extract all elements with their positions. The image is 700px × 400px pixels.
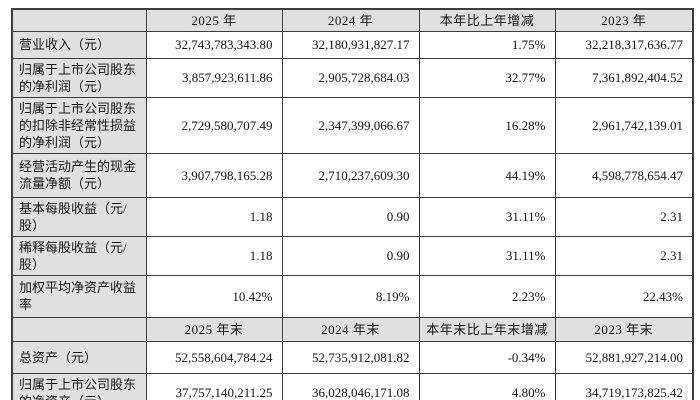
value-cell-change: 4.80% [418,372,556,400]
value-cell-change: 44.19% [418,152,556,198]
value-cell-2024: 2,905,728,684.03 [281,57,420,98]
value-cell-2023: 22.43% [554,274,694,318]
value-cell-2023: 7,361,892,404.52 [554,57,694,98]
value-cell-2023: 2.31 [554,196,694,237]
value-cell-2023: 2.31 [554,235,694,276]
value-cell-2024: 0.90 [281,196,420,237]
row-label-cell: 经营活动产生的现金流量净额（元） [11,152,147,198]
row-label-cell: 稀释每股收益（元/股） [11,235,147,276]
row-label-cell: 归属于上市公司股东的扣除非经常性损益的净利润（元） [11,96,147,154]
value-cell-2024: 52,735,912,081.82 [281,340,420,374]
value-cell-2025: 52,558,604,784.24 [145,340,283,374]
table-row-operating-cash-flow: 经营活动产生的现金流量净额（元） 3,907,798,165.28 2,710,… [11,152,694,198]
table-row-weighted-avg-roe: 加权平均净资产收益率 10.42% 8.19% 2.23% 22.43% [11,274,694,318]
value-cell-2024: 0.90 [281,235,420,276]
value-cell-change: 16.28% [418,96,556,154]
financial-summary-table: 2025 年 2024 年 本年比上年增减 2023 年 营业收入（元） 32,… [11,8,694,400]
value-cell-2025: 2,729,580,707.49 [145,96,283,154]
value-cell-2023: 4,598,778,654.47 [554,152,694,198]
value-cell-2024: 32,180,931,827.17 [281,30,420,59]
table-row-net-profit-excl-nonrecurring: 归属于上市公司股东的扣除非经常性损益的净利润（元） 2,729,580,707.… [11,96,694,154]
row-label-cell: 加权平均净资产收益率 [11,274,147,318]
value-cell-2023: 52,881,927,214.00 [554,340,694,374]
value-cell-2025: 32,743,783,343.80 [145,30,283,59]
value-cell-change: 1.75% [418,30,556,59]
table-header-row-annual: 2025 年 2024 年 本年比上年增减 2023 年 [11,8,694,32]
value-cell-2024: 8.19% [281,274,420,318]
table-row-revenue: 营业收入（元） 32,743,783,343.80 32,180,931,827… [11,30,694,59]
value-cell-2024: 36,028,046,171.08 [281,372,420,400]
value-cell-2025: 3,907,798,165.28 [145,152,283,198]
value-cell-2024: 2,347,399,066.67 [281,96,420,154]
value-cell-change: 31.11% [418,235,556,276]
table-row-net-profit: 归属于上市公司股东的净利润（元） 3,857,923,611.86 2,905,… [11,57,694,98]
row-label-cell: 归属于上市公司股东的净利润（元） [11,57,147,98]
value-cell-2023: 2,961,742,139.01 [554,96,694,154]
value-cell-2024: 2,710,237,609.30 [281,152,420,198]
value-cell-2025: 1.18 [145,235,283,276]
value-cell-change: -0.34% [418,340,556,374]
value-cell-change: 32.77% [418,57,556,98]
column-header-yoy-change: 本年比上年增减 [418,8,556,32]
value-cell-2025: 10.42% [145,274,283,318]
corner-cell [11,316,147,342]
value-cell-2025: 37,757,140,211.25 [145,372,283,400]
row-label-cell: 基本每股收益（元/股） [11,196,147,237]
corner-cell [11,8,147,32]
column-header-2024-end: 2024 年末 [281,316,420,342]
table-row-total-assets: 总资产（元） 52,558,604,784.24 52,735,912,081.… [11,340,694,374]
row-label-cell: 总资产（元） [11,340,147,374]
value-cell-change: 2.23% [418,274,556,318]
column-header-2024: 2024 年 [281,8,420,32]
column-header-2023-end: 2023 年末 [554,316,694,342]
row-label-cell: 营业收入（元） [11,30,147,59]
column-header-end-change: 本年末比上年末增减 [418,316,556,342]
row-label-cell: 归属于上市公司股东的净资产（元） [11,372,147,400]
table-header-row-period-end: 2025 年末 2024 年末 本年末比上年末增减 2023 年末 [11,316,694,342]
table-row-diluted-eps: 稀释每股收益（元/股） 1.18 0.90 31.11% 2.31 [11,235,694,276]
column-header-2025: 2025 年 [145,8,283,32]
value-cell-2023: 34,719,173,825.42 [554,372,694,400]
table-row-basic-eps: 基本每股收益（元/股） 1.18 0.90 31.11% 2.31 [11,196,694,237]
column-header-2025-end: 2025 年末 [145,316,283,342]
column-header-2023: 2023 年 [554,8,694,32]
value-cell-2023: 32,218,317,636.77 [554,30,694,59]
value-cell-2025: 3,857,923,611.86 [145,57,283,98]
value-cell-2025: 1.18 [145,196,283,237]
table-row-net-assets: 归属于上市公司股东的净资产（元） 37,757,140,211.25 36,02… [11,372,694,400]
value-cell-change: 31.11% [418,196,556,237]
